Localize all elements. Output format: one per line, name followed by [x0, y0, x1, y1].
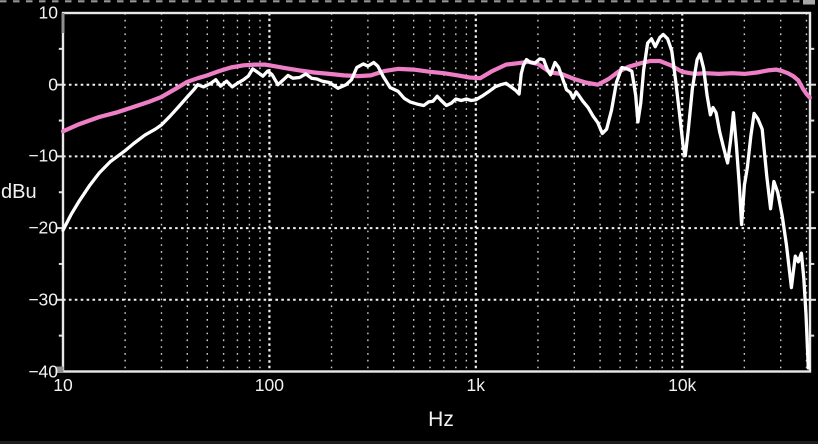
series-measured-response — [61, 32, 810, 370]
x-axis-title: Hz — [428, 408, 454, 431]
y-tick-label: 10 — [38, 2, 58, 23]
bottom-edge-strip — [0, 441, 818, 444]
y-tick-label: −20 — [28, 217, 58, 238]
x-tick-label: 1k — [466, 375, 486, 395]
border-gray-tick-bottom-left — [55, 366, 64, 373]
x-tick-label: 100 — [254, 375, 284, 395]
y-tick-label: −40 — [28, 360, 58, 381]
y-tick-label: 0 — [48, 73, 58, 94]
series-smoothed-response — [60, 58, 812, 134]
border-gray-segment-top-left — [61, 13, 65, 33]
window-corner-fragment — [803, 0, 815, 5]
x-tick-label: 10 — [53, 375, 73, 395]
y-axis-title: dBu — [1, 181, 37, 203]
x-tick-label: 10k — [668, 375, 697, 395]
plot-border — [61, 11, 812, 373]
y-tick-label: −10 — [28, 145, 58, 166]
y-tick-label: −30 — [28, 289, 58, 310]
